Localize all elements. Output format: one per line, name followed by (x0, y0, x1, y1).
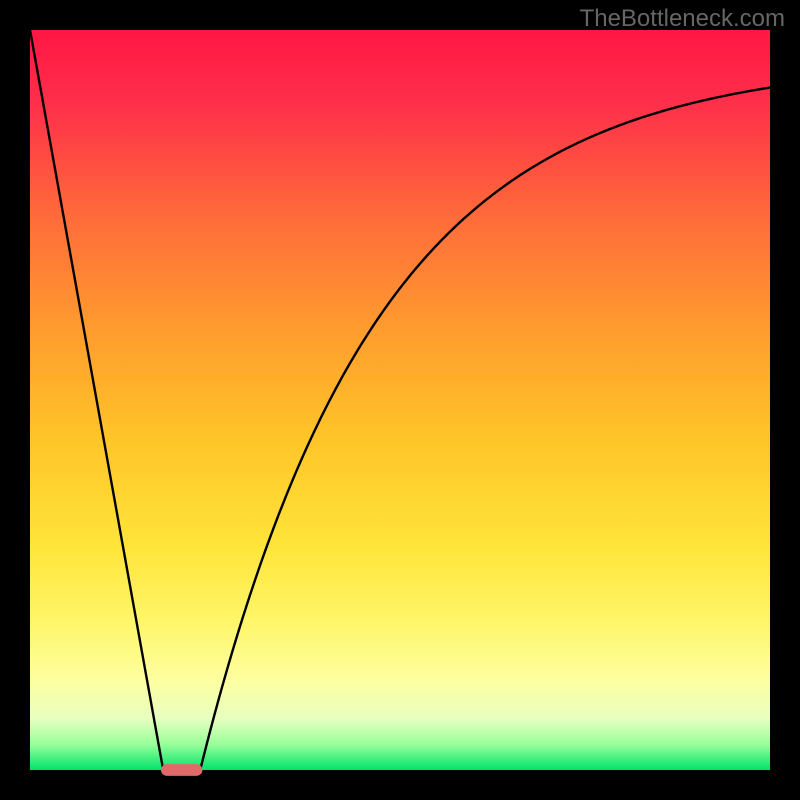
bottleneck-chart: TheBottleneck.com (0, 0, 800, 800)
optimal-marker (161, 764, 202, 776)
plot-gradient-background (30, 30, 770, 770)
watermark-text: TheBottleneck.com (580, 5, 785, 32)
chart-svg: TheBottleneck.com (0, 0, 800, 800)
